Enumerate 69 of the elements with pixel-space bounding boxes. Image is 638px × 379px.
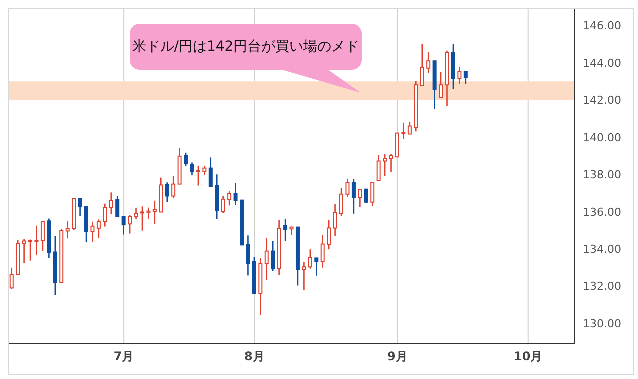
y-tick-label: 144.00 xyxy=(583,56,622,70)
candlestick xyxy=(246,235,250,276)
candlestick xyxy=(383,154,388,178)
candlestick xyxy=(28,239,33,262)
candlestick xyxy=(420,43,424,87)
candlestick xyxy=(271,240,276,272)
candlestick xyxy=(34,225,39,256)
candlestick xyxy=(264,238,269,281)
candlestick xyxy=(22,238,26,264)
candlestick xyxy=(284,218,288,242)
candlestick xyxy=(190,162,194,176)
y-tick-label: 142.00 xyxy=(583,94,622,108)
candlestick xyxy=(116,195,120,218)
candlestick xyxy=(66,220,70,240)
candlestick xyxy=(172,176,176,199)
candlestick xyxy=(314,258,319,277)
candlestick xyxy=(140,206,144,232)
x-tick-label: 8月 xyxy=(244,350,265,364)
candlestick xyxy=(426,52,431,74)
candlestick xyxy=(134,207,138,220)
annotation: 米ドル/円は142円台が買い場のメド xyxy=(129,23,363,71)
candlestick xyxy=(364,188,368,204)
candlestick xyxy=(402,122,406,140)
x-tick-label: 10月 xyxy=(514,350,543,364)
y-tick-label: 146.00 xyxy=(583,20,622,33)
candlestick xyxy=(352,178,356,215)
candlestick xyxy=(439,72,444,98)
candlestick xyxy=(152,200,157,225)
candlestick xyxy=(196,165,200,186)
candlestick xyxy=(464,70,468,85)
candlestick xyxy=(103,203,108,228)
y-tick-label: 130.00 xyxy=(583,317,622,330)
candlestick xyxy=(228,190,232,206)
candlestick xyxy=(458,66,462,85)
x-tick-label: 9月 xyxy=(388,350,408,364)
candlestick xyxy=(395,132,400,158)
candlestick xyxy=(389,153,394,173)
x-tick-label: 7月 xyxy=(114,350,134,364)
candlestick xyxy=(10,267,14,290)
candlestick xyxy=(202,165,207,176)
candlestick xyxy=(346,178,350,198)
candlestick xyxy=(109,192,114,216)
y-tick-label: 138.00 xyxy=(583,168,622,182)
y-tick-label: 136.00 xyxy=(583,206,622,219)
candlestick xyxy=(208,157,213,188)
candlestick xyxy=(320,234,325,269)
candlestick xyxy=(376,154,381,182)
candlestick xyxy=(408,122,412,135)
candlestick xyxy=(221,196,226,214)
y-tick-label: 140.00 xyxy=(583,131,622,144)
candlestick xyxy=(327,219,332,250)
candlestick xyxy=(40,220,45,252)
candlestick xyxy=(128,214,132,234)
candlestick xyxy=(370,182,375,207)
candlestick xyxy=(234,182,238,206)
candlestick xyxy=(184,152,188,167)
y-tick-label: 134.00 xyxy=(583,242,622,256)
y-tick-label: 132.00 xyxy=(583,280,622,294)
candlestick xyxy=(146,207,151,220)
candlestick xyxy=(78,198,82,217)
candlestick xyxy=(340,187,344,217)
candlestick xyxy=(308,248,312,270)
candlestick xyxy=(96,219,101,239)
candlestick xyxy=(90,221,95,243)
candlestick xyxy=(358,189,362,208)
candlestick xyxy=(165,182,170,203)
candlestick xyxy=(333,203,338,237)
candlestick xyxy=(122,216,126,236)
candlestick xyxy=(302,262,306,291)
